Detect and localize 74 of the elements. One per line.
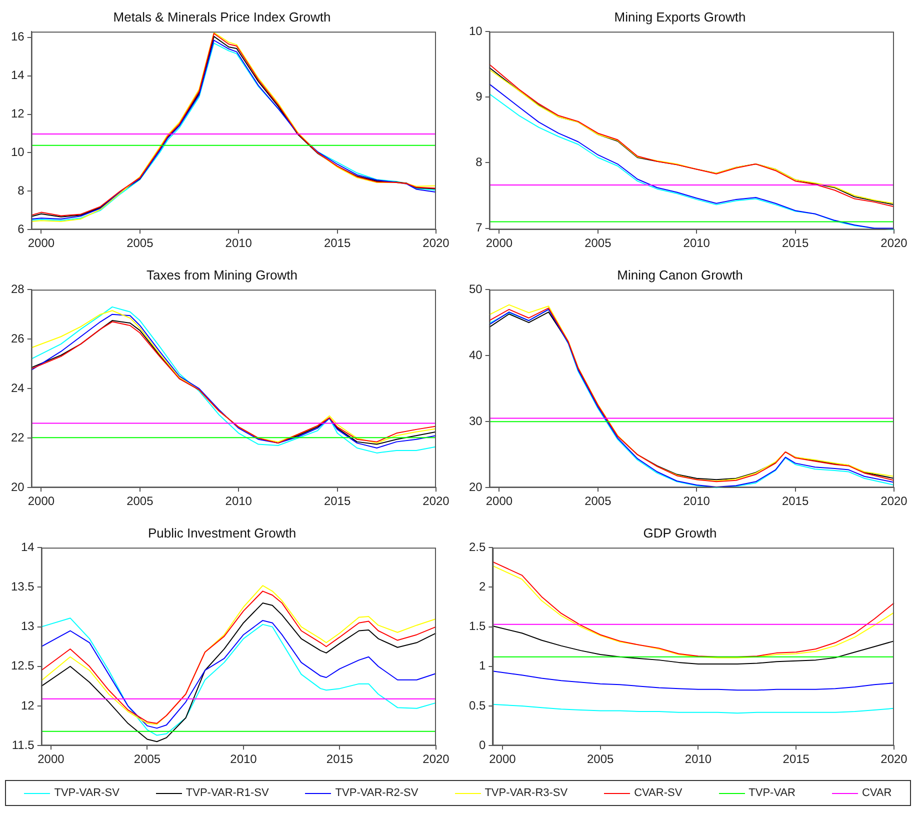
y-tick-label: 30 bbox=[468, 414, 483, 428]
x-tick-label: 2015 bbox=[324, 236, 351, 250]
x-tick-label: 2015 bbox=[324, 494, 351, 508]
legend-label: TVP-VAR-R3-SV bbox=[484, 787, 568, 799]
y-tick-label: 11.5 bbox=[12, 738, 35, 752]
chart-title: Public Investment Growth bbox=[148, 525, 296, 540]
x-tick-label: 2005 bbox=[584, 236, 612, 250]
y-tick-label: 14 bbox=[20, 540, 35, 554]
x-tick-label: 2020 bbox=[880, 752, 908, 766]
y-tick-label: 50 bbox=[468, 282, 483, 296]
y-tick-label: 6 bbox=[18, 222, 25, 236]
x-tick-label: 2020 bbox=[880, 236, 908, 250]
x-tick-label: 2015 bbox=[782, 752, 810, 766]
y-tick-label: 13.5 bbox=[10, 580, 35, 594]
y-tick-label: 8 bbox=[476, 155, 483, 170]
y-tick-label: 16 bbox=[10, 30, 25, 44]
y-tick-label: 20 bbox=[10, 480, 25, 494]
y-tick-label: 2 bbox=[478, 580, 486, 594]
x-tick-label: 2020 bbox=[422, 752, 450, 766]
x-tick-label: 2000 bbox=[28, 494, 55, 508]
y-tick-label: 24 bbox=[10, 380, 25, 395]
legend-label: TVP-VAR-SV bbox=[54, 787, 120, 799]
x-tick-label: 2005 bbox=[134, 752, 161, 766]
y-tick-label: 12 bbox=[20, 698, 35, 712]
x-tick-label: 2020 bbox=[880, 494, 908, 508]
x-tick-label: 2015 bbox=[782, 236, 809, 250]
x-tick-label: 2010 bbox=[230, 752, 258, 766]
y-tick-label: 26 bbox=[10, 331, 25, 346]
x-tick-label: 2000 bbox=[489, 752, 516, 766]
y-tick-label: 10 bbox=[10, 145, 25, 160]
y-tick-label: 40 bbox=[468, 348, 483, 362]
legend-label: TVP-VAR bbox=[748, 787, 796, 799]
y-tick-label: 1 bbox=[478, 658, 486, 673]
chart-title: Taxes from Mining Growth bbox=[146, 267, 298, 282]
y-tick-label: 0 bbox=[478, 738, 486, 752]
x-tick-label: 2005 bbox=[587, 752, 614, 766]
legend-label: TVP-VAR-R1-SV bbox=[186, 787, 269, 799]
x-tick-label: 2005 bbox=[126, 236, 154, 250]
x-tick-label: 2010 bbox=[225, 494, 252, 508]
x-tick-label: 2005 bbox=[126, 494, 154, 508]
x-tick-label: 2000 bbox=[28, 236, 55, 250]
y-tick-label: 1.5 bbox=[468, 619, 486, 634]
x-tick-label: 2020 bbox=[422, 236, 450, 250]
y-tick-label: 13 bbox=[20, 619, 35, 634]
x-tick-label: 2000 bbox=[486, 236, 513, 250]
x-tick-label: 2010 bbox=[684, 752, 712, 766]
y-tick-label: 2.5 bbox=[468, 540, 486, 554]
y-tick-label: 20 bbox=[468, 480, 483, 494]
y-tick-label: 10 bbox=[468, 24, 483, 38]
y-tick-label: 8 bbox=[18, 183, 25, 198]
legend-label: TVP-VAR-R2-SV bbox=[335, 787, 418, 799]
x-tick-label: 2010 bbox=[225, 236, 252, 250]
chart-title: GDP Growth bbox=[643, 525, 717, 540]
x-tick-label: 2010 bbox=[683, 494, 710, 508]
legend-label: CVAR bbox=[862, 787, 892, 799]
x-tick-label: 2000 bbox=[38, 752, 65, 766]
y-tick-label: 14 bbox=[10, 68, 25, 82]
chart-title: Mining Exports Growth bbox=[614, 9, 746, 24]
y-tick-label: 22 bbox=[10, 430, 25, 444]
y-tick-label: 9 bbox=[476, 89, 483, 104]
y-tick-label: 12.5 bbox=[10, 658, 35, 673]
x-tick-label: 2015 bbox=[326, 752, 354, 766]
y-tick-label: 28 bbox=[10, 282, 25, 296]
x-tick-label: 2015 bbox=[782, 494, 809, 508]
x-tick-label: 2010 bbox=[683, 236, 710, 250]
y-tick-label: 12 bbox=[10, 106, 25, 121]
x-tick-label: 2000 bbox=[486, 494, 513, 508]
y-tick-label: 7 bbox=[476, 220, 483, 235]
chart-title: Mining Canon Growth bbox=[617, 267, 743, 282]
x-tick-label: 2020 bbox=[422, 494, 450, 508]
y-tick-label: 0.5 bbox=[468, 698, 486, 712]
x-tick-label: 2005 bbox=[584, 494, 612, 508]
legend-label: CVAR-SV bbox=[634, 787, 682, 799]
chart-title: Metals & Minerals Price Index Growth bbox=[113, 9, 331, 24]
